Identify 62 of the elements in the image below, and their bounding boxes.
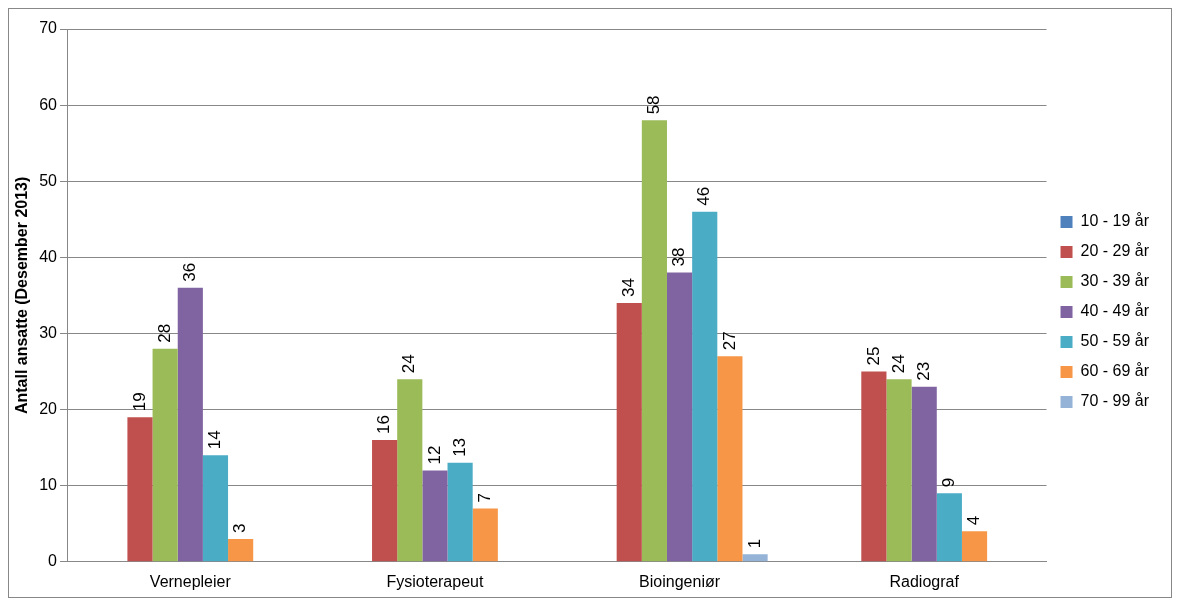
y-tick-label: 60 (39, 95, 58, 113)
x-tick-label: Vernepleier (149, 572, 232, 590)
data-label: 4 (964, 515, 984, 526)
bar (861, 371, 887, 562)
data-label: 34 (618, 278, 638, 298)
bar (666, 272, 693, 562)
bar (202, 455, 229, 562)
bar (447, 462, 473, 562)
bar (397, 379, 423, 562)
y-tick-label: 30 (39, 323, 58, 341)
bar (911, 386, 937, 562)
y-tick-label: 10 (39, 476, 58, 494)
y-tick-label: 50 (39, 171, 58, 189)
legend-label: 70 - 99 år (1080, 392, 1150, 410)
legend-label: 20 - 29 år (1080, 242, 1150, 260)
bar (152, 348, 178, 562)
data-label: 24 (399, 354, 419, 374)
legend-label: 10 - 19 år (1080, 212, 1150, 230)
y-tick-label: 40 (39, 247, 58, 265)
bar (177, 287, 203, 562)
legend-label: 60 - 69 år (1080, 362, 1150, 380)
data-label: 12 (424, 445, 444, 465)
bar (228, 538, 254, 562)
data-label: 25 (863, 346, 883, 366)
data-label: 1 (744, 538, 764, 549)
data-label: 36 (180, 262, 199, 282)
bar (641, 120, 667, 562)
x-tick-label: Radiograf (889, 572, 960, 590)
bar (742, 554, 768, 562)
bar (936, 493, 962, 562)
data-label: 19 (129, 392, 149, 412)
data-label: 13 (449, 437, 469, 457)
legend-label: 30 - 39 år (1080, 272, 1150, 290)
bar (692, 211, 718, 562)
data-label: 27 (719, 331, 739, 351)
y-tick-label: 20 (39, 399, 58, 417)
data-label: 24 (888, 354, 908, 374)
bar (961, 531, 988, 562)
data-label: 7 (474, 493, 494, 503)
y-axis-title: Antall ansatte (Desember 2013) (13, 176, 31, 415)
bar (127, 417, 153, 562)
bar (422, 470, 448, 562)
bar (886, 379, 912, 562)
data-label: 38 (669, 247, 689, 267)
data-label: 46 (694, 186, 714, 206)
bar (616, 303, 642, 562)
y-tick-label: 70 (39, 19, 58, 37)
data-label: 58 (644, 95, 664, 115)
bar (472, 508, 498, 562)
data-label: 23 (913, 361, 933, 381)
x-tick-label: Fysioterapeut (386, 572, 484, 590)
data-label: 14 (205, 430, 225, 450)
data-label: 9 (939, 477, 959, 488)
data-label: 28 (154, 323, 174, 343)
x-tick-label: Bioingeniør (639, 572, 721, 590)
legend-label: 50 - 59 år (1080, 332, 1150, 350)
bar (717, 356, 743, 562)
legend-label: 40 - 49 år (1080, 302, 1150, 320)
bar (372, 440, 398, 562)
y-tick-label: 0 (48, 552, 58, 570)
data-label: 16 (374, 415, 394, 435)
data-label: 3 (230, 523, 250, 533)
